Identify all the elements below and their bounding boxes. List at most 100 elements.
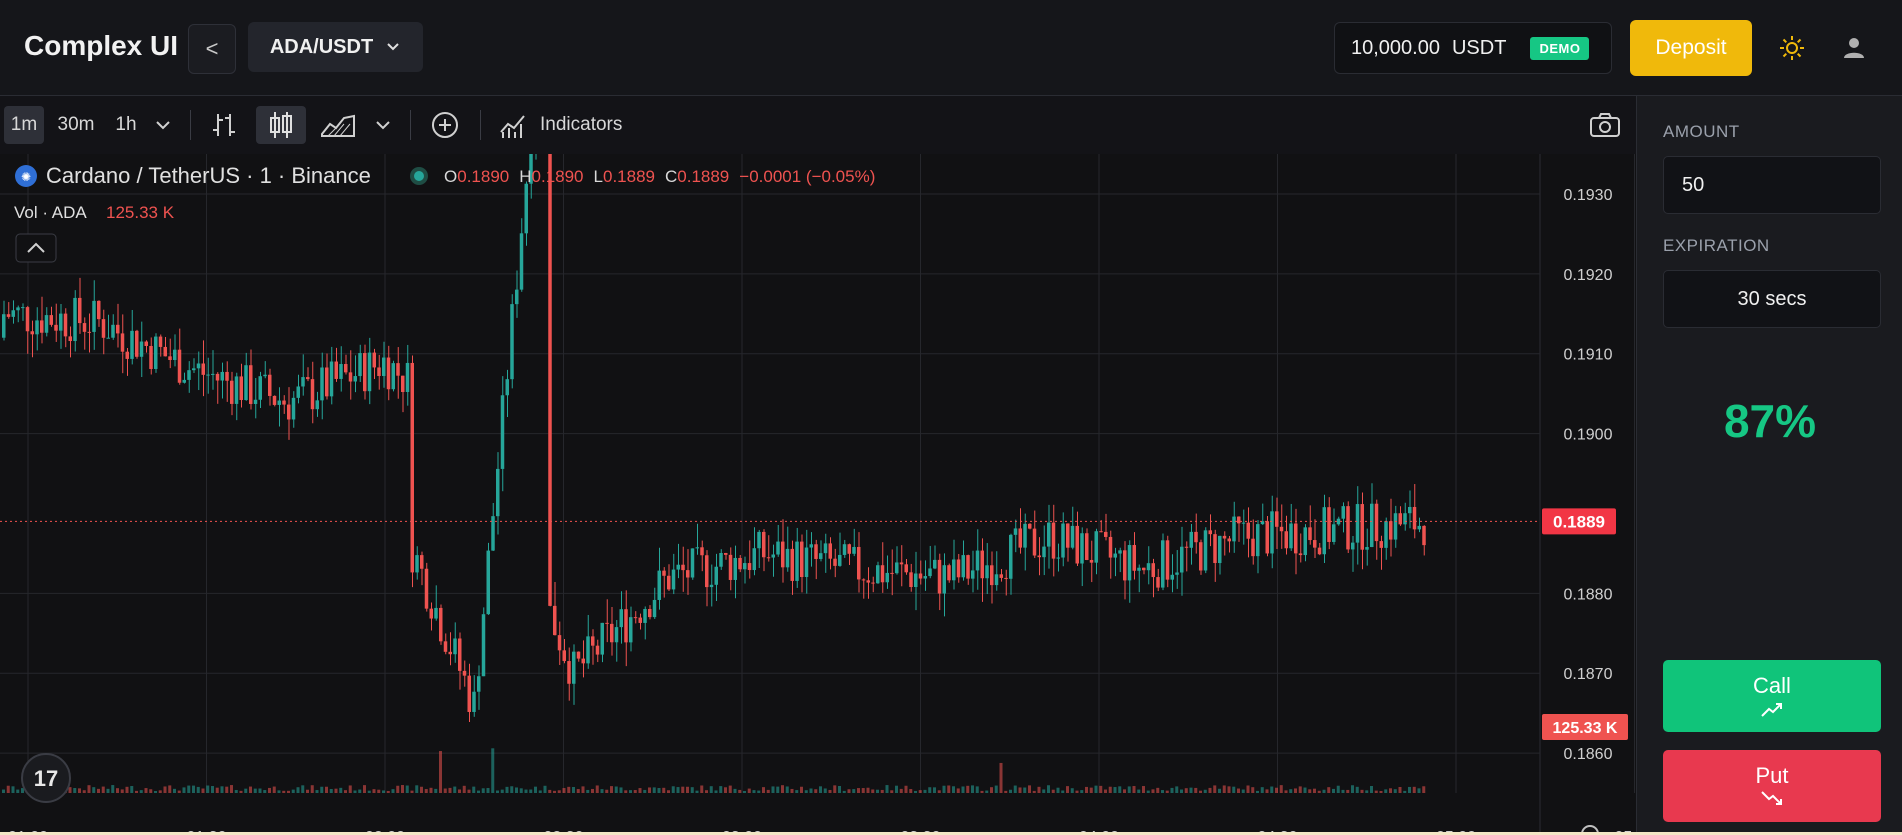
candle bbox=[776, 541, 780, 555]
candle bbox=[928, 568, 932, 577]
candle bbox=[40, 320, 44, 333]
volume-bar bbox=[510, 786, 514, 793]
volume-bar bbox=[168, 785, 172, 793]
candle bbox=[814, 544, 818, 559]
candle bbox=[781, 541, 785, 568]
volume-bar bbox=[1260, 787, 1264, 793]
candle bbox=[1308, 527, 1312, 541]
volume-bar bbox=[263, 790, 267, 793]
volume-bar bbox=[458, 789, 461, 793]
volume-bar bbox=[871, 789, 875, 793]
amount-label: AMOUNT bbox=[1663, 122, 1740, 141]
volume-bar bbox=[591, 788, 594, 793]
candlestick-icon[interactable] bbox=[256, 106, 306, 144]
user-icon[interactable] bbox=[1840, 34, 1868, 62]
volume-bar bbox=[1051, 789, 1055, 793]
candle bbox=[268, 374, 272, 396]
candle bbox=[914, 573, 918, 588]
candle bbox=[1422, 525, 1426, 546]
amount-input[interactable]: 50 bbox=[1663, 156, 1881, 214]
price-axis: 0.1930 0.1920 0.1910 0.1900 0.1880 0.1870 0.18… bbox=[1564, 187, 1613, 763]
candle bbox=[282, 400, 286, 405]
price-tick: 0.1870 bbox=[1564, 666, 1613, 683]
candle bbox=[1408, 506, 1412, 514]
volume-bar bbox=[382, 790, 385, 793]
chevron-down-icon[interactable] bbox=[152, 106, 174, 144]
candle bbox=[804, 547, 809, 578]
candle bbox=[443, 641, 448, 652]
volume-bar bbox=[600, 789, 604, 793]
volume-bar bbox=[173, 788, 176, 793]
volume-bar bbox=[918, 790, 922, 793]
volume-bar bbox=[144, 788, 148, 793]
volume-bar bbox=[909, 789, 913, 793]
candle bbox=[101, 319, 106, 338]
price-chart[interactable]: 0.1930 0.1920 0.1910 0.1900 0.1880 0.1870 0.18… bbox=[0, 154, 1636, 835]
back-button[interactable]: < bbox=[188, 24, 236, 74]
candle bbox=[396, 363, 400, 376]
volume-bar bbox=[439, 751, 442, 793]
call-button[interactable]: Call bbox=[1663, 660, 1881, 732]
interval-1m[interactable]: 1m bbox=[4, 106, 44, 144]
deposit-button[interactable]: Deposit bbox=[1630, 20, 1752, 76]
camera-icon[interactable] bbox=[1586, 106, 1624, 144]
interval-1h[interactable]: 1h bbox=[115, 114, 137, 135]
volume-bar bbox=[1165, 790, 1169, 793]
volume-bar bbox=[282, 790, 286, 793]
candle bbox=[1104, 531, 1108, 537]
candle bbox=[334, 361, 338, 379]
candle bbox=[16, 307, 20, 311]
volume-bar bbox=[1374, 790, 1378, 793]
candle bbox=[1184, 546, 1189, 548]
volume-bar bbox=[163, 786, 167, 793]
candle bbox=[880, 565, 885, 583]
candle bbox=[277, 400, 281, 405]
candle bbox=[448, 651, 452, 655]
candle bbox=[329, 361, 334, 397]
volume-bar bbox=[196, 786, 200, 793]
volume-bar bbox=[985, 790, 989, 793]
volume-bar bbox=[1237, 788, 1240, 793]
volume-bar bbox=[861, 788, 865, 793]
candle bbox=[695, 547, 699, 549]
candle bbox=[377, 367, 381, 377]
candle bbox=[795, 541, 799, 581]
volume-bar bbox=[344, 790, 347, 793]
sun-icon[interactable] bbox=[1778, 34, 1806, 62]
candle bbox=[1151, 563, 1155, 578]
candle bbox=[358, 353, 362, 377]
area-chart-icon[interactable] bbox=[318, 106, 360, 144]
volume-bar bbox=[135, 790, 138, 793]
bar-chart-icon[interactable] bbox=[204, 106, 244, 144]
volume-bar bbox=[78, 788, 81, 793]
chevron-down-icon[interactable] bbox=[372, 106, 394, 144]
pair-selector[interactable]: ADA/USDT bbox=[248, 22, 423, 72]
indicators-button[interactable]: Indicators bbox=[498, 106, 648, 144]
candle bbox=[306, 377, 310, 380]
candle bbox=[690, 548, 695, 578]
interval-30m[interactable]: 30m bbox=[57, 114, 95, 135]
candle bbox=[1037, 555, 1041, 558]
expiration-select[interactable]: 30 secs bbox=[1663, 270, 1881, 328]
volume-bar bbox=[524, 789, 528, 793]
tradingview-logo[interactable]: 17 bbox=[21, 753, 71, 803]
volume-bar bbox=[82, 790, 86, 793]
candle bbox=[1417, 525, 1421, 530]
candle bbox=[614, 627, 619, 643]
volume-bar bbox=[249, 786, 252, 793]
tradingview-logo-glyph: 17 bbox=[34, 766, 58, 791]
volume-bar bbox=[1370, 785, 1373, 793]
add-circle-icon[interactable] bbox=[426, 106, 464, 144]
volume-bar bbox=[610, 786, 613, 793]
cardano-logo-icon bbox=[15, 165, 37, 187]
candle bbox=[714, 566, 718, 585]
volume-bar bbox=[348, 785, 352, 793]
collapse-legend-button[interactable] bbox=[15, 233, 57, 263]
volume-bar bbox=[705, 790, 708, 793]
put-button[interactable]: Put bbox=[1663, 750, 1881, 822]
candle bbox=[320, 367, 324, 401]
candle bbox=[819, 553, 823, 559]
candle bbox=[120, 333, 125, 352]
volume-bar bbox=[244, 788, 248, 793]
volume-bar bbox=[1075, 790, 1079, 793]
